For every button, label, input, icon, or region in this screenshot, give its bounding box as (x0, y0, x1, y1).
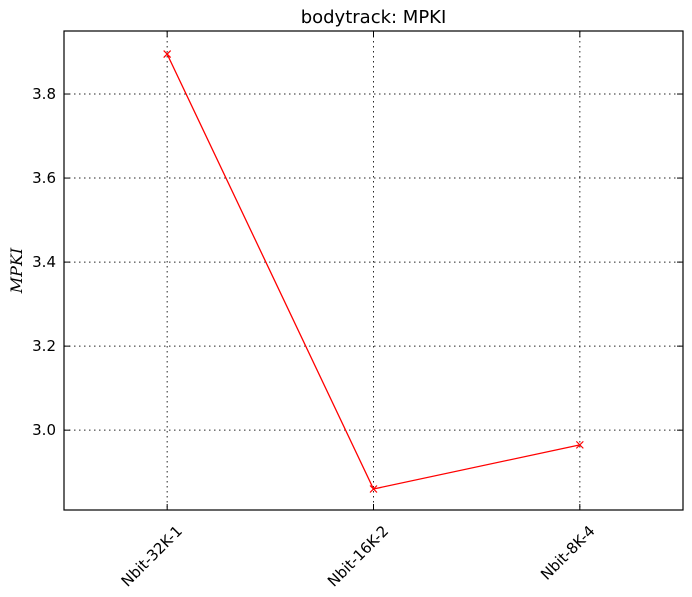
x-tick-label: Nbit-8K-4 (537, 522, 598, 583)
y-tick-label: 3.2 (32, 337, 56, 355)
y-tick-label: 3.4 (32, 253, 56, 271)
y-axis-label: MPKI (7, 247, 26, 294)
x-tick-label: Nbit-16K-2 (324, 522, 392, 590)
marker-stroke (369, 485, 378, 493)
axis-labels: Nbit-32K-1 Nbit-16K-2 Nbit-8K-4 3.0 3.2 3.4 3.… (32, 85, 598, 590)
grid-lines (64, 31, 683, 510)
series-layer (163, 50, 584, 493)
axis-ticks (64, 31, 683, 510)
plot-frame (63, 30, 684, 511)
data-point-marker (163, 50, 172, 59)
marker-stroke (163, 50, 172, 59)
y-tick-label: 3.0 (32, 421, 56, 439)
y-tick-label: 3.8 (32, 85, 56, 103)
data-point-marker (369, 485, 378, 493)
data-point-marker (575, 440, 584, 449)
chart-title: bodytrack: MPKI (301, 7, 447, 28)
x-tick-label: Nbit-32K-1 (118, 522, 186, 590)
y-tick-label: 3.6 (32, 169, 56, 187)
marker-stroke (575, 440, 584, 449)
